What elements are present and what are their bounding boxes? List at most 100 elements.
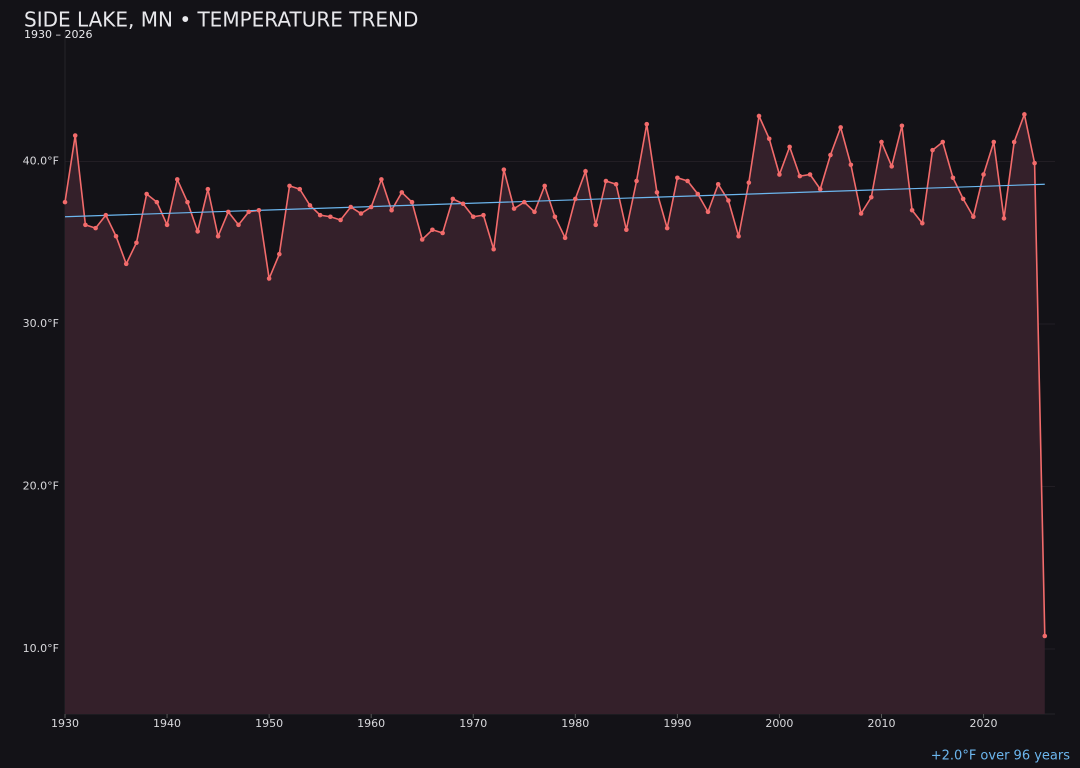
data-point <box>307 203 313 208</box>
data-point <box>277 251 282 257</box>
data-point <box>797 173 803 179</box>
data-point <box>991 139 997 145</box>
data-point <box>756 113 762 119</box>
data-point <box>256 207 262 213</box>
data-point <box>481 212 486 218</box>
data-point <box>419 237 425 242</box>
data-point <box>787 144 792 150</box>
y-tick-label: 10.0°F <box>23 642 59 655</box>
data-point <box>583 168 588 174</box>
data-point <box>1042 633 1048 639</box>
data-point <box>634 178 639 184</box>
data-point <box>368 204 374 210</box>
x-tick-label: 2020 <box>970 717 998 730</box>
x-tick-label: 1940 <box>153 717 181 730</box>
data-point <box>552 214 558 220</box>
data-point <box>144 191 149 197</box>
data-point <box>664 225 670 231</box>
data-point <box>338 217 343 223</box>
chart-title: SIDE LAKE, MN • TEMPERATURE TREND <box>24 8 418 32</box>
data-point <box>62 199 68 205</box>
data-point <box>573 196 578 202</box>
data-point <box>828 152 833 158</box>
data-point <box>501 167 507 172</box>
data-point <box>1032 160 1037 166</box>
trend-annotation: +2.0°F over 96 years <box>931 749 1070 764</box>
data-point <box>848 162 854 168</box>
data-point <box>766 136 772 142</box>
data-point <box>409 199 415 205</box>
data-point <box>154 199 160 205</box>
data-point <box>328 214 333 220</box>
x-tick-label: 1950 <box>255 717 283 730</box>
data-point <box>715 181 721 187</box>
data-point <box>1011 139 1017 145</box>
data-point <box>174 177 180 182</box>
data-point <box>317 212 323 218</box>
data-point <box>72 133 78 138</box>
data-point <box>807 172 813 177</box>
data-point <box>358 211 364 216</box>
data-point <box>430 227 435 233</box>
data-point <box>593 222 599 228</box>
data-point <box>164 222 170 228</box>
data-point <box>695 191 701 197</box>
x-tick-label: 2000 <box>765 717 793 730</box>
data-point <box>971 214 976 220</box>
data-point <box>450 196 456 202</box>
data-point <box>624 227 629 233</box>
data-point <box>225 209 231 215</box>
data-point <box>399 190 405 195</box>
x-tick-label: 2010 <box>867 717 895 730</box>
data-point <box>817 186 823 192</box>
data-point <box>858 211 864 216</box>
data-point <box>123 261 129 267</box>
data-point <box>113 233 119 239</box>
y-tick-label: 20.0°F <box>23 480 59 493</box>
data-point <box>440 230 445 236</box>
data-point <box>899 123 905 129</box>
x-tick-label: 1990 <box>663 717 691 730</box>
data-point <box>195 229 200 234</box>
data-point <box>236 222 241 228</box>
data-point <box>134 240 139 246</box>
data-point <box>950 175 956 181</box>
data-point <box>287 183 292 189</box>
data-point <box>603 178 609 184</box>
data-point <box>389 207 394 213</box>
data-point <box>348 204 354 210</box>
data-point <box>246 209 252 215</box>
data-point <box>542 183 547 189</box>
x-tick-label: 1980 <box>561 717 589 730</box>
data-point <box>460 201 466 207</box>
x-tick-label: 1930 <box>51 717 79 730</box>
data-point <box>777 172 782 177</box>
data-point <box>930 147 935 153</box>
plot-area: 10.0°F 20.0°F 30.0°F 40.0°F 1930 1940 1950 1960… <box>23 31 1055 730</box>
data-point <box>511 206 517 211</box>
data-point <box>491 246 496 252</box>
data-point <box>185 199 190 205</box>
data-point <box>909 207 915 213</box>
data-point <box>1022 112 1027 117</box>
data-point <box>736 233 741 239</box>
data-point <box>940 139 946 145</box>
x-tick-label: 1960 <box>357 717 385 730</box>
y-tick-label: 30.0°F <box>23 317 59 330</box>
data-point <box>266 276 272 281</box>
data-point <box>103 212 109 218</box>
data-point <box>726 198 731 203</box>
data-point <box>83 222 88 228</box>
data-point <box>562 235 568 241</box>
data-point <box>675 175 680 181</box>
data-point <box>960 196 966 202</box>
data-point <box>379 177 384 182</box>
y-tick-label: 40.0°F <box>23 155 59 168</box>
data-point <box>879 139 884 145</box>
data-point <box>838 125 843 130</box>
data-point <box>920 220 925 226</box>
data-point <box>532 209 537 215</box>
data-point <box>613 181 619 187</box>
